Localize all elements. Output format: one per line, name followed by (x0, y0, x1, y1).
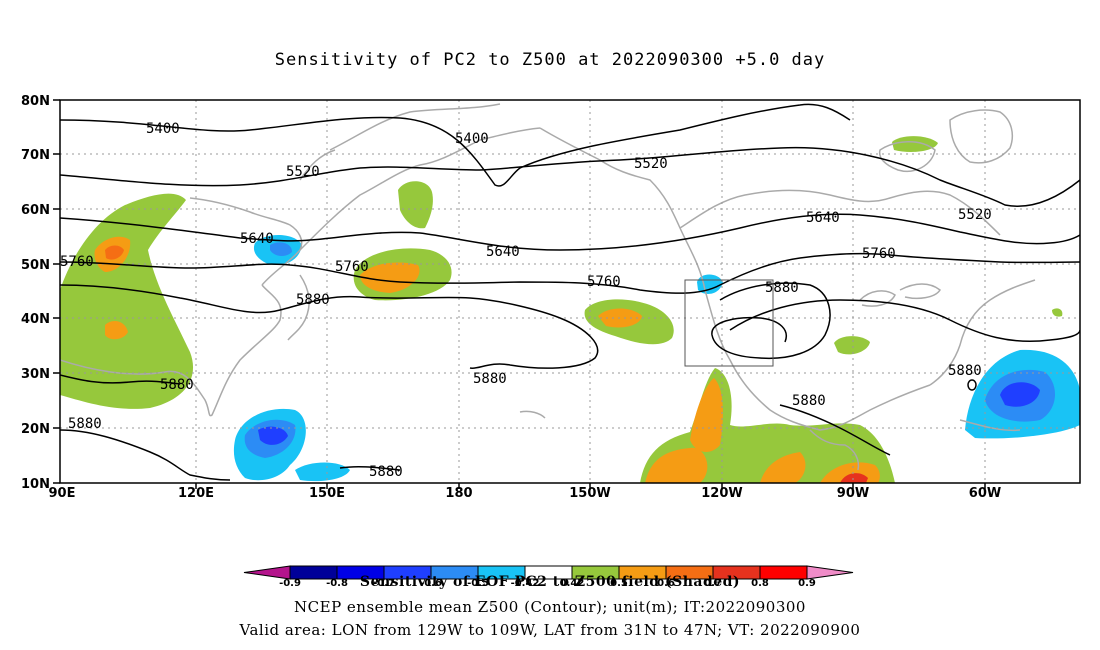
contour-label: 5520 (634, 156, 668, 172)
colorbar-label: 0.8 (751, 578, 769, 589)
contour-5400 (60, 103, 851, 187)
contour-5880-g (339, 466, 401, 471)
shade-orange-cam1 (645, 447, 708, 483)
coastlines (60, 103, 1036, 471)
lon-tick: 180 (445, 486, 472, 501)
contour-label: 5520 (958, 207, 992, 223)
contour-label: 5880 (948, 363, 982, 379)
shade-orange-asia2 (105, 320, 128, 340)
contour-label: 5880 (473, 371, 507, 387)
lat-tick: 60N (21, 203, 50, 218)
lat-tick: 50N (21, 258, 50, 273)
contour-label: 5760 (335, 259, 369, 275)
z500-contours (60, 103, 1080, 481)
contour-label: 5760 (60, 254, 94, 270)
contour-5880-b (711, 282, 831, 360)
lat-tick: 10N (21, 477, 50, 492)
shade-green-gulf (834, 336, 870, 355)
lat-tick: 80N (21, 94, 50, 109)
caption-contour: NCEP ensemble mean Z500 (Contour); unit(… (294, 598, 806, 616)
caption-shaded: Sensitivity of EOF PC2 to Z500 field (Sh… (359, 574, 741, 590)
colorbar-label: -0.5 (467, 578, 489, 589)
contour-label: 5400 (455, 131, 489, 147)
contour-label: 5640 (486, 244, 520, 260)
shade-blue-wp2 (295, 462, 350, 482)
lon-axis: 90E 120E 150E 180 150W 120W 90W 60W (49, 486, 1002, 501)
contour-5880-f (779, 404, 891, 456)
shade-red-cam (840, 473, 868, 483)
shade-orange-cam2 (690, 378, 723, 452)
colorbar-label: 0.9 (798, 578, 816, 589)
colorbar-label: -0.7 (373, 578, 395, 589)
contour-5880-d (60, 429, 231, 481)
shade-dark-wp (258, 426, 288, 445)
colorbar: -0.9 -0.8 -0.7 -0.6 -0.5 -0.42 0.42 0.5 0.6 0.7 0.… (243, 565, 854, 589)
lat-tick: 40N (21, 312, 50, 327)
contour-label: 5880 (792, 393, 826, 409)
grid (60, 100, 1080, 483)
shade-orange-np (360, 262, 420, 293)
colorbar-label: 0.6 (657, 578, 675, 589)
colorbar-label: -0.42 (511, 578, 540, 589)
contour-label: 5880 (369, 464, 403, 480)
colorbar-label: -0.9 (279, 578, 301, 589)
contour-5880-e (60, 374, 181, 385)
contour-label: 5760 (587, 274, 621, 290)
shade-green-green (892, 136, 938, 152)
shade-blue-ca (697, 274, 723, 294)
shaded-sensitivity (60, 136, 1080, 483)
colorbar-label: -0.6 (420, 578, 442, 589)
lon-tick: 120W (701, 486, 742, 501)
lat-tick: 70N (21, 148, 50, 163)
lon-tick: 150W (569, 486, 610, 501)
lon-tick: 90E (49, 486, 76, 501)
lat-tick: 20N (21, 422, 50, 437)
lat-axis: 80N 70N 60N 50N 40N 30N 20N 10N (21, 94, 50, 492)
lat-ticks (53, 99, 60, 484)
shade-navy-japan (270, 242, 292, 256)
contour-5880-atl (967, 379, 977, 391)
contour-5760 (60, 252, 1080, 294)
plot-frame (59, 99, 1081, 484)
valid-area-box (684, 279, 774, 367)
contour-label: 5880 (765, 280, 799, 296)
contour-label: 5400 (146, 121, 180, 137)
contour-5520 (60, 146, 1080, 207)
contour-label: 5880 (160, 377, 194, 393)
shade-orange-cam3 (760, 452, 806, 483)
colorbar-label: 0.42 (560, 578, 585, 589)
shade-red-asia (105, 245, 124, 260)
colorbar-label: 0.7 (704, 578, 722, 589)
shade-green-asia (60, 193, 194, 409)
map-title: Sensitivity of PC2 to Z500 at 2022090300… (274, 50, 826, 70)
colorbar-high-arrow (806, 565, 854, 580)
lon-tick: 120E (178, 486, 214, 501)
caption-valid-area: Valid area: LON from 129W to 109W, LAT f… (239, 621, 861, 639)
shade-green-atl (1052, 308, 1063, 317)
contour-labels: 5400 5400 5520 5520 5520 5640 5640 5640 … (60, 121, 992, 480)
lon-tick: 90W (837, 486, 869, 501)
contour-5640 (60, 213, 1080, 251)
shade-green-kam (398, 181, 433, 229)
contour-label: 5640 (806, 210, 840, 226)
lon-tick: 60W (969, 486, 1001, 501)
contour-label: 5880 (296, 292, 330, 308)
contour-label: 5880 (68, 416, 102, 432)
lat-tick: 30N (21, 367, 50, 382)
contour-label: 5760 (862, 246, 896, 262)
contour-label: 5520 (286, 164, 320, 180)
colorbar-label: -0.8 (326, 578, 348, 589)
lon-tick: 150E (309, 486, 345, 501)
shade-dark-atl (1000, 382, 1040, 407)
contour-label: 5640 (240, 231, 274, 247)
contour-5880-a (60, 284, 599, 370)
colorbar-label: 0.5 (610, 578, 628, 589)
lon-ticks (195, 483, 986, 489)
contour-5880-c (729, 299, 1080, 343)
